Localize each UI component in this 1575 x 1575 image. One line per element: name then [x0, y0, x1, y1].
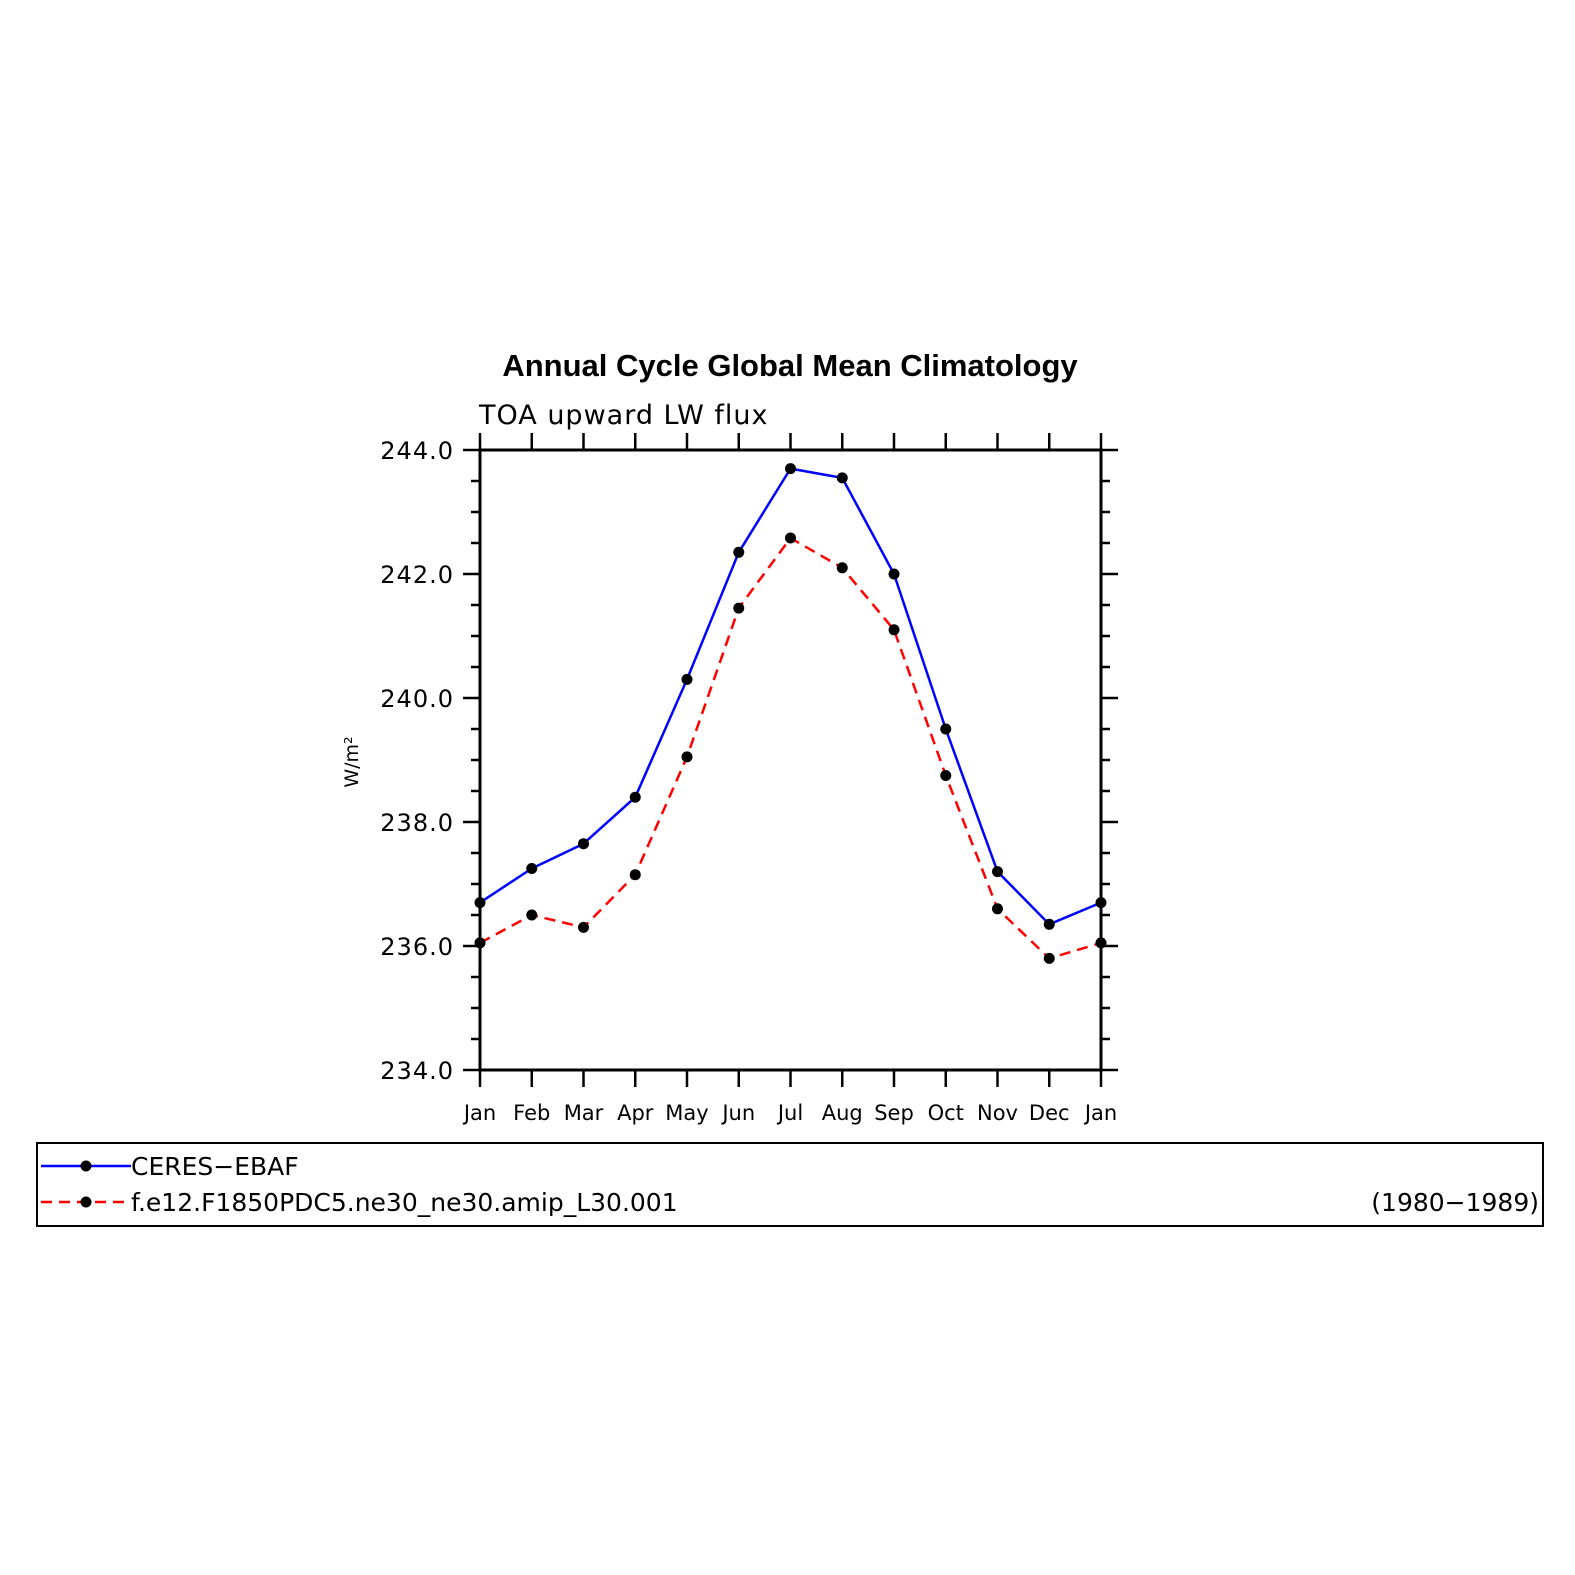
series-0-point	[474, 897, 486, 909]
series-0-point	[681, 673, 693, 685]
series-0-point	[526, 863, 538, 874]
y-tick-label: 236.0	[380, 933, 454, 961]
series-0-point	[992, 866, 1003, 878]
series-1-point	[888, 624, 900, 636]
x-tick-label: May	[665, 1101, 708, 1125]
legend-label-ceres: CERES−EBAF	[131, 1152, 299, 1181]
series-0-point	[1095, 897, 1107, 909]
x-tick-label: Mar	[564, 1101, 604, 1125]
series-0-point	[578, 838, 589, 850]
series-1-point	[526, 909, 538, 921]
legend-period: (1980−1989)	[1371, 1188, 1539, 1217]
y-tick-label: 244.0	[380, 437, 454, 465]
legend-label-model: f.e12.F1850PDC5.ne30_ne30.amip_L30.001	[131, 1188, 678, 1217]
series-1-point	[1095, 937, 1107, 949]
x-tick-label: Apr	[617, 1101, 654, 1125]
x-tick-label: Jan	[1083, 1101, 1117, 1125]
series-1-point	[992, 903, 1003, 915]
series-0-point	[1043, 918, 1055, 930]
series-1-point	[836, 562, 848, 574]
x-tick-label: Feb	[513, 1101, 550, 1125]
series-1-point	[940, 770, 952, 781]
x-tick-label: Jul	[776, 1101, 803, 1125]
legend-marker-0	[80, 1160, 92, 1172]
series-1-point	[629, 869, 641, 881]
series-0-point	[836, 472, 848, 484]
tick-marks	[463, 433, 1118, 1087]
y-axis-label: W/m²	[341, 736, 363, 787]
series-0-point	[888, 568, 900, 580]
x-tick-label: Dec	[1029, 1101, 1070, 1125]
legend-samples	[41, 1160, 131, 1208]
x-tick-label: Jun	[720, 1101, 755, 1125]
x-tick-label: Jan	[462, 1101, 496, 1125]
series-1-point	[474, 937, 486, 949]
legend: CERES−EBAF f.e12.F1850PDC5.ne30_ne30.ami…	[36, 1142, 1544, 1227]
y-tick-labels: 234.0 236.0 238.0 240.0 242.0 244.0	[380, 437, 454, 1085]
legend-box	[36, 1142, 1544, 1227]
x-tick-label: Oct	[928, 1101, 964, 1125]
x-tick-labels: Jan Feb Mar Apr May Jun Jul Aug Sep Oct Nov Dec Jan	[462, 1101, 1117, 1125]
series-line-1	[479, 536, 1102, 960]
series-1-point	[681, 751, 693, 763]
series-layer	[474, 463, 1107, 964]
series-0-point	[940, 723, 952, 735]
chart-subtitle: TOA upward LW flux	[478, 400, 769, 431]
series-1-point	[1043, 952, 1055, 964]
series-1-point	[733, 602, 745, 614]
y-tick-label: 242.0	[380, 561, 454, 589]
legend-marker-1	[80, 1196, 92, 1208]
y-tick-label: 234.0	[380, 1057, 454, 1085]
y-tick-label: 238.0	[380, 809, 454, 837]
series-0-point	[733, 546, 745, 558]
x-tick-label: Sep	[874, 1101, 914, 1125]
series-1-point	[785, 532, 796, 544]
x-tick-label: Nov	[977, 1101, 1018, 1125]
series-1-point	[578, 921, 589, 933]
y-tick-label: 240.0	[380, 685, 454, 713]
chart-title: Annual Cycle Global Mean Climatology	[502, 348, 1078, 383]
x-tick-label: Aug	[822, 1101, 863, 1125]
series-0-point	[785, 463, 796, 475]
series-0-point	[629, 791, 641, 803]
